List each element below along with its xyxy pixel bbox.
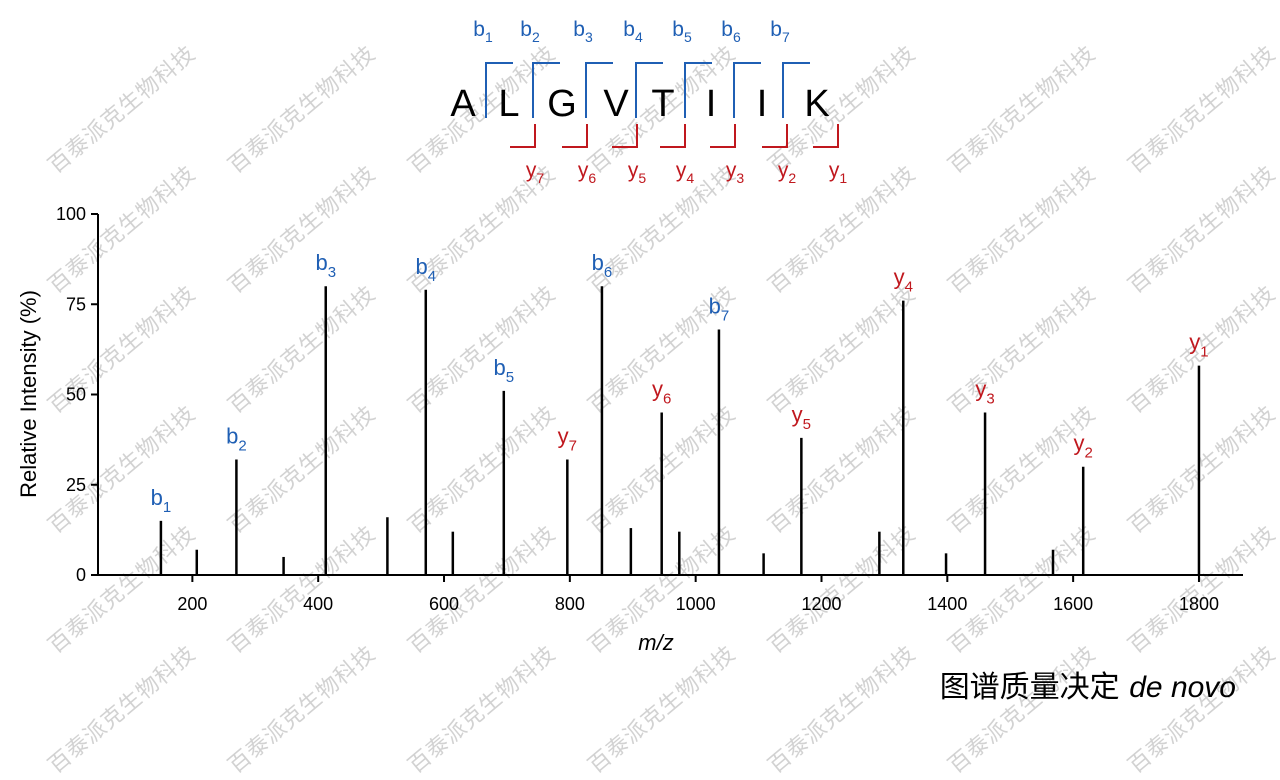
y-ion-bracket: [660, 124, 686, 148]
mass-spectrum-chart: 0 25 50 75 100 200 400 600 800 1000 1200 1400 1600 18…: [16, 18, 1243, 655]
peak-label-b5: b5: [493, 355, 514, 386]
b-ion-label: b3: [573, 18, 593, 45]
b-ion-bracket: [733, 62, 761, 118]
b-ion-label: b1: [473, 18, 493, 45]
b-ion-bracket: [782, 62, 810, 118]
peak-label-y5: y5: [792, 402, 811, 433]
y-tick-label: 50: [66, 385, 86, 405]
x-tick-label: 400: [303, 594, 333, 614]
peak-label-b7: b7: [709, 294, 730, 325]
b-ion-label: b2: [520, 18, 540, 45]
y-axis-title: Relative Intensity (%): [16, 290, 41, 498]
peptide-residue: K: [804, 83, 829, 125]
peak-label-y2: y2: [1074, 431, 1093, 462]
y-ion-label: y3: [726, 159, 745, 186]
peptide-residue: A: [450, 83, 476, 125]
x-tick-label: 800: [555, 594, 585, 614]
b-ion-bracket: [635, 62, 663, 118]
caption: 图谱质量决定 de novo: [940, 662, 1236, 706]
y-ion-label: y1: [829, 159, 848, 186]
x-tick-label: 1200: [801, 594, 841, 614]
x-tick-label: 1600: [1053, 594, 1093, 614]
y-ion-label: y6: [578, 159, 597, 186]
x-tick-label: 1000: [676, 594, 716, 614]
peptide-residue: I: [757, 83, 768, 125]
y-tick-label: 100: [56, 204, 86, 224]
peptide-residue: V: [603, 83, 629, 125]
peak-label-y6: y6: [652, 377, 671, 408]
peak-label-b1: b1: [151, 485, 172, 516]
y-ion-label: y5: [628, 159, 647, 186]
y-ion-bracket: [710, 124, 736, 148]
x-tick-label: 200: [177, 594, 207, 614]
b-ion-bracket: [532, 62, 560, 118]
y-tick-label: 75: [66, 294, 86, 314]
peak-label-y4: y4: [894, 265, 913, 296]
caption-main: 图谱质量决定: [939, 670, 1120, 705]
b-ion-bracket: [684, 62, 712, 118]
peak-label-y3: y3: [975, 377, 994, 408]
peak-label-b4: b4: [415, 254, 436, 285]
peptide-residue: T: [651, 83, 674, 125]
caption-italic: de novo: [1129, 671, 1236, 704]
b-ion-bracket: [585, 62, 613, 118]
b-ion-label: b7: [770, 18, 790, 45]
y-tick-label: 25: [66, 475, 86, 495]
y-ion-label: y4: [676, 159, 695, 186]
b-ion-label: b4: [623, 18, 643, 45]
y-tick-label: 0: [76, 565, 86, 585]
b-ion-label: b6: [721, 18, 741, 45]
peak-label-b6: b6: [592, 250, 613, 281]
peak-label-y7: y7: [558, 423, 577, 454]
y-ion-bracket: [562, 124, 588, 148]
y-ion-bracket: [813, 124, 839, 148]
peak-label-y1: y1: [1189, 330, 1208, 361]
spectrum-figure: 百泰派克生物科技 百泰派克生物科技 百泰派克生物科技 百泰派克生物科技 百泰派克生物科技…: [16, 18, 1280, 779]
x-axis-title: m/z: [638, 630, 673, 655]
y-ion-bracket: [510, 124, 536, 148]
x-tick-label: 600: [429, 594, 459, 614]
b-ion-label: b5: [672, 18, 692, 45]
y-ion-bracket: [762, 124, 788, 148]
peptide-residue: G: [547, 83, 577, 125]
peak-label-b2: b2: [226, 423, 247, 454]
x-tick-label: 1400: [927, 594, 967, 614]
b-ion-bracket: [485, 62, 513, 118]
y-ion-label: y7: [526, 159, 545, 186]
y-ion-label: y2: [778, 159, 797, 186]
peptide-residue: I: [706, 83, 717, 125]
y-ion-bracket: [612, 124, 638, 148]
peak-label-b3: b3: [315, 250, 336, 281]
x-tick-label: 1800: [1179, 594, 1219, 614]
peptide-residue: L: [498, 83, 519, 125]
